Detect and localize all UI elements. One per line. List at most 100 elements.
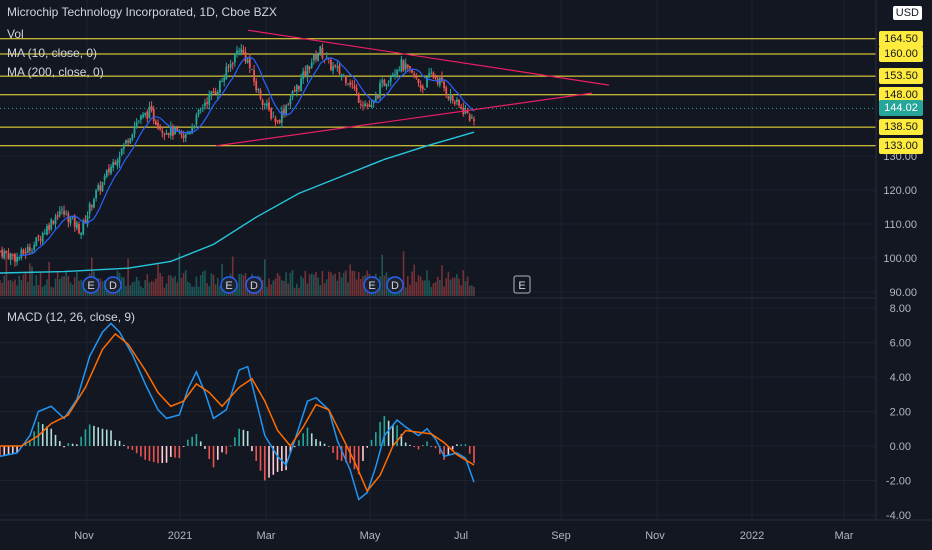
macd-histogram-bar bbox=[310, 433, 313, 446]
candle-body bbox=[312, 53, 315, 61]
macd-histogram-bar bbox=[263, 446, 266, 481]
candle-body bbox=[165, 132, 168, 135]
volume-bar bbox=[473, 286, 475, 296]
volume-bar bbox=[103, 280, 106, 296]
macd-histogram-bar bbox=[76, 444, 78, 446]
volume-bar bbox=[381, 254, 383, 296]
macd-histogram-bar bbox=[421, 445, 424, 447]
volume-bar bbox=[191, 286, 193, 296]
signal-line bbox=[0, 332, 475, 493]
macd-histogram-bar bbox=[246, 431, 249, 446]
macd-axis[interactable]: 8.00 6.00 4.00 2.00 0.00 -2.00 -4.00 bbox=[886, 303, 911, 522]
candle-body bbox=[201, 107, 204, 109]
macd-histogram-bar bbox=[353, 446, 356, 470]
candle-body bbox=[18, 256, 21, 259]
candle-body bbox=[159, 127, 162, 129]
candle-body bbox=[445, 87, 448, 96]
dividend-marker[interactable]: D bbox=[386, 276, 404, 294]
candle-body bbox=[41, 233, 44, 243]
time-axis[interactable]: Nov 2021 Mar May Jul Sep Nov 2022 Mar bbox=[74, 530, 854, 542]
macd-histogram-bar bbox=[187, 439, 189, 446]
volume-bar bbox=[16, 285, 18, 296]
volume-bar bbox=[101, 281, 104, 296]
candle-body bbox=[330, 60, 332, 70]
volume-bar bbox=[234, 287, 236, 296]
macd-histogram-bar bbox=[328, 446, 330, 447]
macd-histogram-bar bbox=[208, 446, 211, 459]
volume-bar bbox=[157, 263, 159, 296]
earnings-marker[interactable]: E bbox=[363, 276, 381, 294]
candle-body bbox=[61, 208, 63, 210]
candle-body bbox=[259, 90, 262, 99]
candle-body bbox=[274, 118, 277, 123]
volume-bar bbox=[142, 287, 144, 296]
candle-body bbox=[413, 73, 416, 77]
macd-histogram-bar bbox=[370, 439, 373, 446]
candle-body bbox=[214, 91, 217, 95]
marker-circle bbox=[220, 276, 238, 294]
candle-body bbox=[127, 140, 130, 143]
candle-body bbox=[63, 210, 65, 215]
volume-bar bbox=[443, 286, 445, 296]
candle-body bbox=[364, 103, 367, 107]
candle-body bbox=[432, 72, 435, 78]
macd-histogram-bar bbox=[97, 427, 100, 446]
candle-body bbox=[186, 132, 189, 134]
candle-body bbox=[37, 235, 40, 237]
candle-body bbox=[272, 116, 275, 118]
volume-bar bbox=[31, 266, 33, 296]
earnings-marker[interactable]: E bbox=[220, 276, 238, 294]
volume-bar bbox=[242, 275, 245, 296]
candle-body bbox=[308, 66, 311, 70]
currency-badge[interactable]: USD bbox=[892, 6, 922, 20]
macd-histogram-bar bbox=[357, 446, 360, 475]
volume-legend[interactable]: Vol bbox=[7, 27, 24, 41]
volume-bar bbox=[355, 279, 358, 296]
candle-body bbox=[336, 66, 339, 68]
price-axis[interactable]: 130.00 120.00 110.00 100.00 90.00 bbox=[883, 151, 917, 299]
volume-bar bbox=[274, 278, 277, 296]
volume-bar bbox=[1, 282, 3, 296]
macd-histogram-bar bbox=[71, 443, 74, 446]
macd-histogram-bar bbox=[178, 446, 181, 459]
candle-body bbox=[157, 122, 159, 129]
volume-bar bbox=[48, 261, 50, 296]
dividend-marker[interactable]: D bbox=[245, 276, 263, 294]
macd-histogram-bar bbox=[54, 434, 57, 446]
candle-body bbox=[268, 102, 270, 110]
macd-legend[interactable]: MACD (12, 26, close, 9) bbox=[7, 310, 136, 324]
volume-bar bbox=[289, 272, 292, 296]
candle-body bbox=[197, 109, 200, 115]
volume-bar bbox=[9, 279, 12, 296]
macd-histogram-bar bbox=[88, 424, 91, 446]
volume-bar bbox=[464, 281, 467, 296]
ma200-legend[interactable]: MA (200, close, 0) bbox=[7, 65, 104, 79]
volume-bar bbox=[276, 273, 279, 296]
macd-histogram-bar bbox=[400, 433, 403, 446]
candle-body bbox=[298, 86, 300, 90]
candle-body bbox=[223, 77, 226, 82]
candle-body bbox=[69, 217, 72, 224]
marker-circle bbox=[363, 276, 381, 294]
macd-histogram-bar bbox=[336, 446, 339, 460]
volume-bar bbox=[26, 282, 29, 296]
chart-title[interactable]: Microchip Technology Incorporated, 1D, C… bbox=[7, 5, 277, 19]
dividend-marker[interactable]: D bbox=[104, 276, 122, 294]
macd-histogram-bar bbox=[319, 441, 322, 446]
candle-body bbox=[154, 121, 157, 125]
volume-bar bbox=[193, 286, 196, 296]
candle-body bbox=[430, 72, 433, 74]
volume-bar bbox=[278, 275, 281, 296]
ma10-legend[interactable]: MA (10, close, 0) bbox=[7, 46, 98, 60]
earnings-marker[interactable]: E bbox=[82, 276, 100, 294]
macd-histogram-bar bbox=[174, 446, 176, 458]
trendlines[interactable] bbox=[215, 29, 610, 147]
marker-label: E bbox=[518, 280, 525, 292]
volume-bar bbox=[137, 280, 140, 296]
macd-histogram-bar bbox=[251, 446, 253, 452]
earnings-marker-future[interactable]: E bbox=[513, 275, 531, 294]
macd-histogram-bar bbox=[135, 446, 138, 454]
candle-body bbox=[441, 75, 443, 82]
